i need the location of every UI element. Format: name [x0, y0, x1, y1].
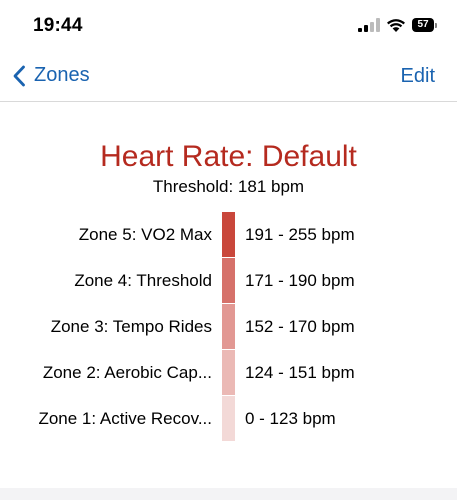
- zone-row-5: Zone 5: VO2 Max 191 - 255 bpm: [0, 212, 457, 257]
- wifi-icon: [387, 18, 405, 32]
- zone-color-bar: [222, 304, 235, 349]
- battery-icon: 57: [412, 18, 437, 33]
- zone-range: 124 - 151 bpm: [245, 362, 355, 382]
- zone-row-4: Zone 4: Threshold 171 - 190 bpm: [0, 258, 457, 303]
- zone-range: 0 - 123 bpm: [245, 408, 336, 428]
- zone-name: Zone 5: VO2 Max: [78, 224, 212, 244]
- zone-color-bar: [222, 258, 235, 303]
- chevron-left-icon: [13, 65, 25, 86]
- signal-icon: [358, 18, 380, 32]
- zone-range: 152 - 170 bpm: [245, 316, 355, 336]
- status-time: 19:44: [33, 15, 83, 36]
- zone-color-bar: [222, 396, 235, 441]
- bottom-area: [0, 488, 457, 500]
- zones-list: Zone 5: VO2 Max 191 - 255 bpm Zone 4: Th…: [0, 212, 457, 442]
- battery-level: 57: [412, 18, 434, 32]
- zone-row-1: Zone 1: Active Recov... 0 - 123 bpm: [0, 396, 457, 441]
- navigation-bar: Zones Edit: [0, 52, 457, 102]
- threshold-label: Threshold: 181 bpm: [152, 177, 305, 196]
- status-bar: 19:44 57: [0, 0, 457, 52]
- zone-range: 171 - 190 bpm: [245, 270, 355, 290]
- back-button[interactable]: Zones: [12, 64, 90, 87]
- zone-row-3: Zone 3: Tempo Rides 152 - 170 bpm: [0, 304, 457, 349]
- zone-range: 191 - 255 bpm: [245, 224, 355, 244]
- zone-name: Zone 1: Active Recov...: [38, 408, 212, 428]
- zone-color-bar: [222, 350, 235, 395]
- back-button-label: Zones: [34, 64, 90, 86]
- page-title: Heart Rate: Default: [100, 140, 357, 173]
- zone-name: Zone 2: Aerobic Cap...: [42, 362, 212, 382]
- zone-color-bar: [222, 212, 235, 257]
- edit-button[interactable]: Edit: [400, 65, 435, 87]
- status-icons: 57: [358, 17, 437, 33]
- zone-name: Zone 3: Tempo Rides: [50, 316, 212, 336]
- zone-name: Zone 4: Threshold: [74, 270, 212, 290]
- zone-row-2: Zone 2: Aerobic Cap... 124 - 151 bpm: [0, 350, 457, 395]
